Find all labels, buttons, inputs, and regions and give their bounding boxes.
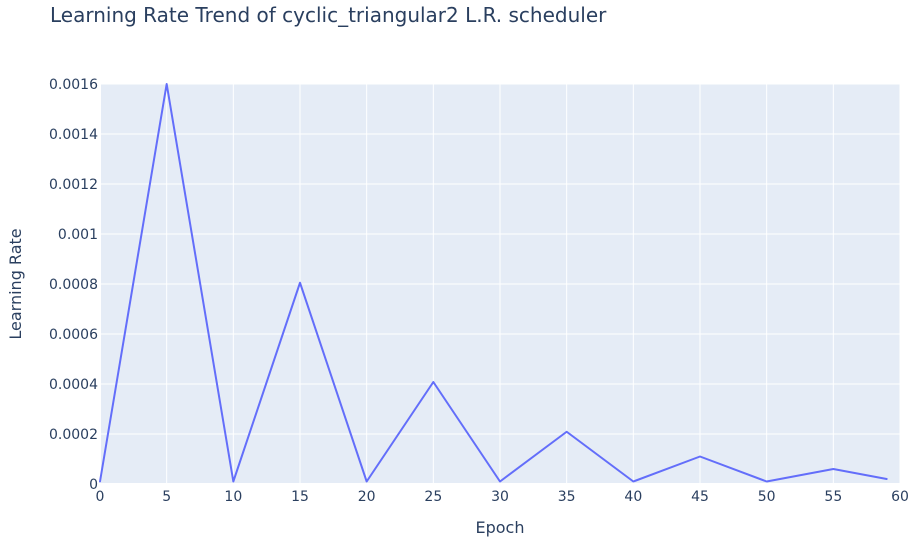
y-tick-label: 0.001: [58, 227, 98, 243]
x-tick-labels: 0 5 10 15 20 25 30 35 40 45 50 55 60: [96, 489, 909, 505]
x-tick-label: 20: [358, 489, 376, 505]
x-tick-label: 0: [96, 489, 105, 505]
series-layer: [99, 83, 888, 483]
y-tick-label: 0.0012: [49, 177, 98, 193]
x-tick-label: 10: [224, 489, 242, 505]
y-tick-label: 0.0004: [49, 377, 98, 393]
grid-lines: [99, 83, 901, 485]
y-tick-label: 0.0002: [49, 427, 98, 443]
x-tick-label: 15: [291, 489, 309, 505]
y-tick-label: 0.0014: [49, 127, 98, 143]
x-tick-label: 55: [824, 489, 842, 505]
x-tick-label: 25: [424, 489, 442, 505]
x-tick-label: 5: [162, 489, 171, 505]
y-tick-label: 0: [89, 477, 98, 493]
x-tick-label: 60: [891, 489, 909, 505]
chart-title: Learning Rate Trend of cyclic_triangular…: [50, 3, 607, 27]
x-tick-label: 35: [558, 489, 576, 505]
x-tick-label: 50: [758, 489, 776, 505]
y-tick-label: 0.0008: [49, 277, 98, 293]
y-tick-label: 0.0016: [49, 77, 98, 93]
x-tick-label: 40: [624, 489, 642, 505]
y-tick-labels: 0 0.0002 0.0004 0.0006 0.0008 0.001 0.0012 0.00…: [49, 77, 98, 493]
x-tick-label: 30: [491, 489, 509, 505]
y-tick-label: 0.0006: [49, 327, 98, 343]
x-tick-label: 45: [691, 489, 709, 505]
y-axis-title: Learning Rate: [6, 228, 25, 339]
x-axis-title: Epoch: [476, 518, 525, 537]
